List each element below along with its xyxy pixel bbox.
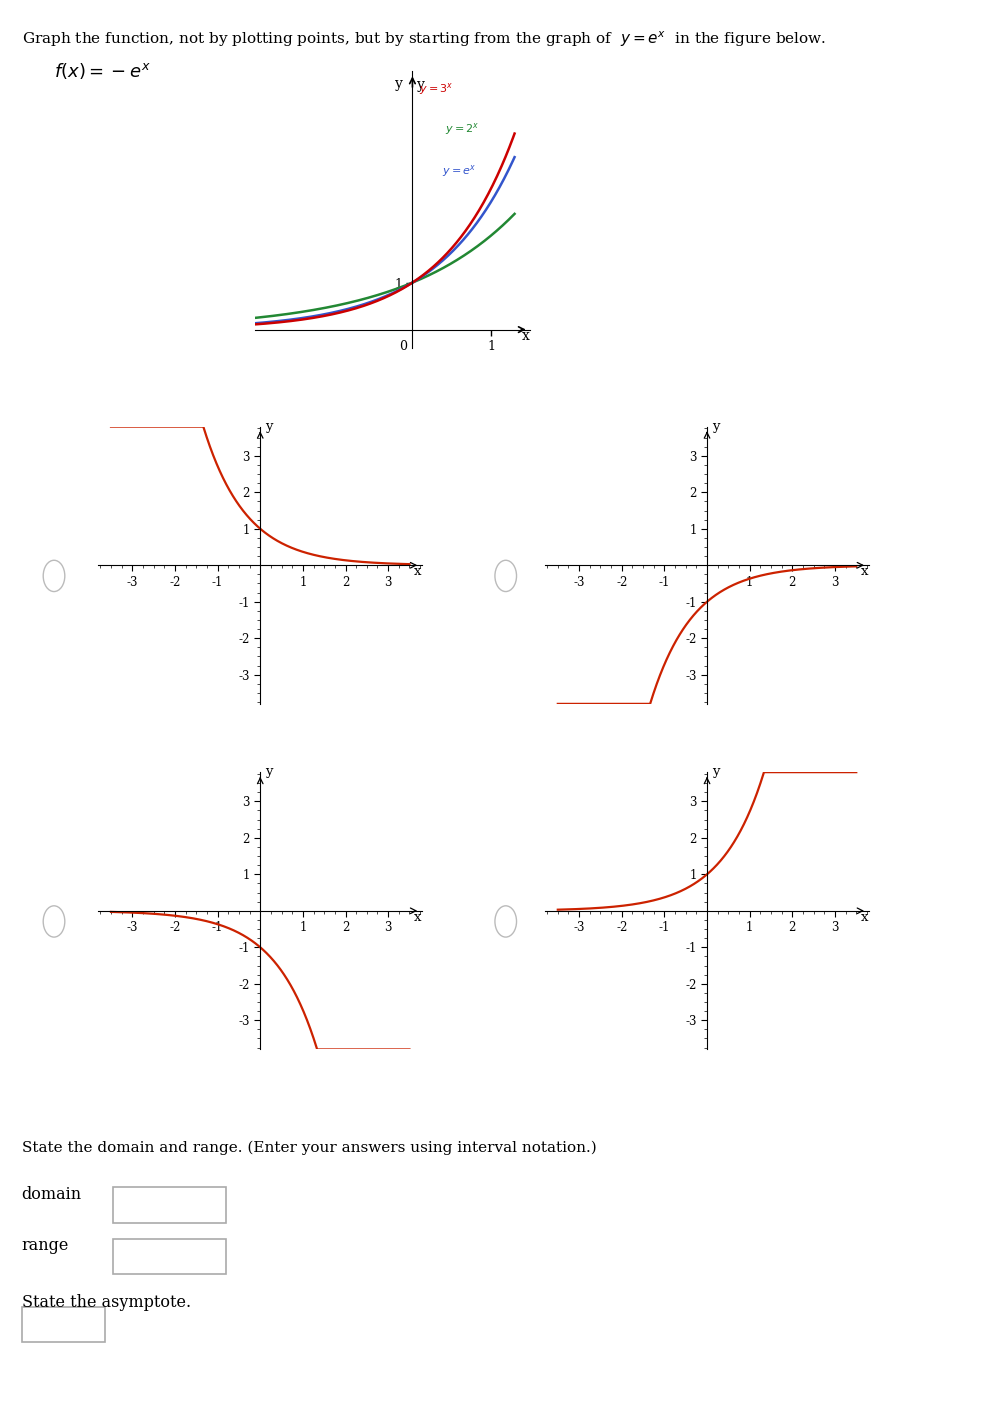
Text: x: x: [861, 566, 868, 579]
Text: x: x: [414, 912, 421, 924]
Text: $y = 3^x$: $y = 3^x$: [418, 81, 453, 97]
Text: 0: 0: [399, 340, 407, 353]
Text: x: x: [861, 912, 868, 924]
Text: y: y: [712, 765, 720, 778]
Text: State the asymptote.: State the asymptote.: [22, 1294, 191, 1311]
Text: y: y: [265, 765, 273, 778]
Text: domain: domain: [22, 1186, 82, 1203]
Text: x: x: [414, 566, 421, 579]
Text: $f(x) = -e^x$: $f(x) = -e^x$: [54, 61, 150, 81]
Text: State the domain and range. (Enter your answers using interval notation.): State the domain and range. (Enter your …: [22, 1140, 596, 1155]
Text: y: y: [712, 419, 720, 432]
Text: $y = e^x$: $y = e^x$: [442, 164, 477, 179]
Text: y: y: [265, 419, 273, 432]
Text: x: x: [521, 328, 529, 343]
Text: y: y: [417, 78, 425, 92]
Text: range: range: [22, 1237, 69, 1254]
Text: y: y: [395, 77, 403, 91]
Text: $y = 2^x$: $y = 2^x$: [446, 121, 480, 137]
Text: Graph the function, not by plotting points, but by starting from the graph of  $: Graph the function, not by plotting poin…: [22, 30, 826, 50]
